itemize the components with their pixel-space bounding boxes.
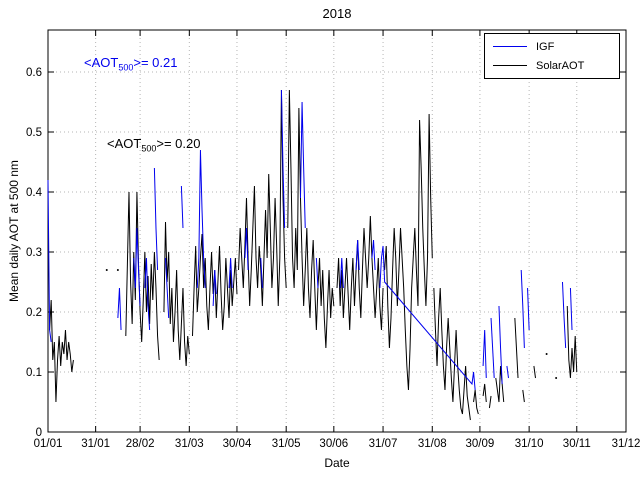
igf-line	[561, 281, 567, 349]
igf-line	[520, 269, 525, 349]
solaraot-line	[473, 389, 479, 415]
igf-line	[47, 179, 52, 343]
solaraot-point	[105, 269, 108, 271]
y-tick-label: 0.6	[26, 67, 42, 79]
igf-line	[153, 167, 159, 271]
solaraot-line	[336, 215, 384, 331]
solaraot-line	[384, 113, 433, 391]
solaraot-line	[125, 191, 160, 361]
igf-line	[260, 257, 263, 289]
figure-title: 2018	[322, 6, 352, 21]
solaraot-line	[488, 395, 492, 409]
solaraot-line	[49, 299, 74, 403]
legend-label-solaraot: SolarAOT	[536, 59, 585, 72]
solaraot-line	[514, 317, 519, 379]
igf-line	[196, 149, 206, 289]
solaraot-line	[495, 365, 505, 403]
igf-line	[527, 287, 530, 331]
igf-line	[355, 239, 360, 271]
igf-line	[482, 329, 487, 379]
solaraot-line	[287, 89, 335, 349]
igf-line	[371, 239, 376, 271]
axes-box	[47, 29, 627, 433]
solaraot-line	[163, 221, 190, 367]
x-tick-label: 31/10	[515, 438, 544, 450]
x-tick-label: 30/06	[319, 438, 348, 450]
legend-item-solaraot: SolarAOT	[485, 56, 619, 75]
x-tick-label: 31/07	[369, 438, 398, 450]
x-tick-label: 30/04	[223, 438, 252, 450]
igf-line	[228, 257, 233, 289]
annotation-solaraot-mean: <AOT500>= 0.20	[107, 136, 200, 154]
igf-line	[133, 227, 141, 307]
legend-line-sample-igf	[493, 46, 527, 47]
y-tick-label: 0.5	[26, 127, 42, 139]
igf-line	[117, 287, 122, 331]
annotation-solaraot-prefix: <AOT	[107, 136, 142, 151]
x-tick-label: 28/02	[126, 438, 155, 450]
annotation-solaraot-suffix: >= 0.20	[156, 136, 201, 151]
x-tick-label: 01/01	[34, 438, 63, 450]
y-tick-label: 0.1	[26, 367, 42, 379]
igf-line	[280, 89, 286, 229]
annotation-igf-prefix: <AOT	[84, 55, 119, 70]
annotation-igf-suffix: >= 0.21	[133, 55, 178, 70]
igf-line	[144, 257, 151, 331]
solaraot-line	[238, 89, 287, 307]
igf-line	[490, 317, 495, 379]
legend: IGF SolarAOT	[484, 33, 620, 79]
annotation-solaraot-subscript: 500	[141, 143, 157, 154]
igf-line	[339, 257, 344, 289]
igf-line	[315, 257, 319, 289]
igf-line	[506, 365, 509, 379]
igf-line	[569, 287, 573, 331]
igf-line	[165, 257, 170, 319]
igf-line	[299, 101, 306, 229]
x-tick-label: 31/05	[272, 438, 301, 450]
y-tick-label: 0.3	[26, 247, 42, 259]
x-tick-label: 31/12	[612, 438, 640, 450]
x-tick-label: 31/03	[175, 438, 204, 450]
solaraot-point	[116, 269, 119, 271]
x-tick-label: 30/09	[466, 438, 495, 450]
y-tick-label: 0	[36, 427, 42, 439]
solaraot-line	[533, 365, 536, 379]
x-tick-label: 31/01	[81, 438, 110, 450]
annotation-igf-subscript: 500	[118, 62, 134, 73]
legend-label-igf: IGF	[536, 40, 555, 53]
solaraot-point	[545, 353, 548, 355]
annotation-igf-mean: <AOT500>= 0.21	[84, 55, 177, 73]
x-tick-label: 31/08	[418, 438, 447, 450]
igf-line	[244, 227, 249, 271]
solaraot-line	[482, 383, 487, 403]
solaraot-point	[555, 377, 558, 379]
legend-line-sample-solaraot	[493, 65, 527, 66]
igf-line	[212, 269, 217, 307]
solaraot-line	[566, 305, 578, 379]
x-axis-label: Date	[324, 456, 350, 470]
solaraot-line	[433, 287, 471, 421]
solaraot-line	[522, 389, 525, 403]
x-tick-label: 30/11	[563, 438, 591, 450]
igf-line	[379, 245, 476, 391]
y-tick-label: 0.2	[26, 307, 42, 319]
y-tick-label: 0.4	[26, 187, 43, 199]
igf-line	[498, 305, 503, 385]
igf-line	[180, 185, 184, 229]
legend-item-igf: IGF	[485, 37, 619, 56]
